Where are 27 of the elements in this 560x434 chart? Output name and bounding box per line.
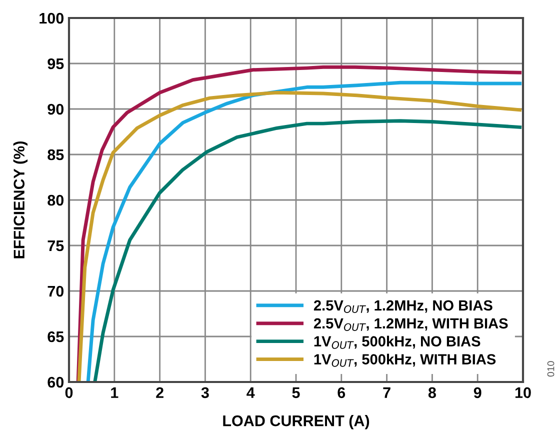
x-tick-label: 6: [338, 387, 346, 398]
y-tick-label: 70: [48, 286, 64, 297]
legend-label: 1V$_{OUT}$, 500kHz, NO BIAS: [314, 336, 480, 349]
x-tick-label: 7: [383, 387, 390, 398]
x-tick-label: 9: [474, 387, 482, 398]
x-axis-title: LOAD CURRENT (A): [223, 414, 370, 430]
y-tick-label: 95: [48, 58, 64, 70]
x-tick-label: 1: [111, 387, 118, 398]
x-tick-label: 8: [428, 387, 436, 398]
x-tick-label: 2: [156, 387, 164, 398]
x-tick-label: 5: [292, 387, 300, 398]
y-tick-label: 85: [48, 149, 64, 160]
y-tick-label: 100: [40, 12, 64, 24]
y-tick-label: 90: [48, 104, 64, 115]
legend-label: 1V$_{OUT}$, 500kHz, WITH BIAS: [314, 354, 496, 367]
y-axis-title: EFFICIENCY (%): [13, 141, 28, 258]
x-tick-label: 0: [65, 387, 73, 398]
x-tick-label: 10: [515, 387, 531, 398]
legend-label: 2.5V$_{OUT}$, 1.2MHz, NO BIAS: [314, 300, 492, 313]
y-tick-label: 75: [48, 240, 64, 252]
x-tick-label: 4: [246, 387, 255, 398]
text: 010: [547, 361, 554, 377]
y-tick-label: 60: [48, 376, 64, 388]
legend-label: 2.5V$_{OUT}$, 1.2MHz, WITH BIAS: [314, 318, 508, 331]
y-tick-label: 65: [48, 331, 64, 342]
y-tick-label: 80: [48, 194, 64, 206]
x-tick-label: 3: [201, 387, 209, 398]
